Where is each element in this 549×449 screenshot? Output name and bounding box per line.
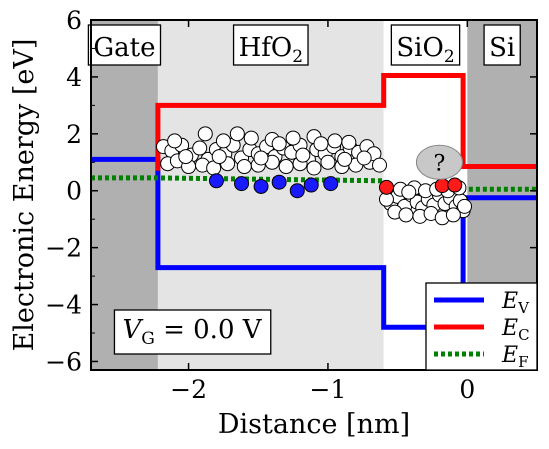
series-line-C bbox=[155, 73, 537, 171]
region-label-box-1 bbox=[232, 24, 309, 66]
trap-open-45 bbox=[215, 133, 231, 149]
trap-red-2 bbox=[447, 177, 463, 193]
y-tick-label-6: 6 bbox=[66, 6, 82, 35]
trap-red-1 bbox=[434, 178, 450, 194]
trap-open-56 bbox=[253, 150, 269, 166]
trap-blue-1 bbox=[234, 176, 250, 192]
trap-open-52 bbox=[178, 149, 194, 165]
trap-blue-2 bbox=[253, 178, 269, 194]
trap-open-87 bbox=[401, 184, 417, 200]
x-tick-label-0: −2 bbox=[170, 375, 207, 404]
trap-open-80 bbox=[445, 207, 461, 223]
unknown-trap-marker: ? bbox=[415, 144, 463, 180]
region-labels: Gate HfO2 SiO2 Si bbox=[87, 24, 521, 67]
trap-open-54 bbox=[313, 136, 329, 152]
vg-box-frame bbox=[113, 309, 272, 355]
trap-open-57 bbox=[295, 147, 311, 163]
trap-open-41 bbox=[197, 126, 213, 142]
trap-open-4 bbox=[192, 140, 208, 156]
trap-open-44 bbox=[327, 133, 343, 149]
trap-open-42 bbox=[243, 130, 259, 146]
question-ellipse bbox=[415, 144, 463, 180]
trap-blue-5 bbox=[323, 176, 339, 192]
axis-ticks: −6 −4 −2 0 2 4 6 −2 −1 0 bbox=[45, 6, 537, 404]
vg-label: VG = 0.0 V bbox=[122, 315, 262, 349]
x-tick-label-2: 0 bbox=[459, 375, 475, 404]
region-label-box-2 bbox=[390, 24, 461, 66]
trap-open-59 bbox=[356, 150, 372, 166]
trap-blue-0 bbox=[208, 173, 224, 189]
legend-label-V: EV bbox=[501, 289, 530, 317]
plot-frame bbox=[90, 19, 538, 371]
trap-blue-4 bbox=[303, 177, 319, 193]
trap-open-55 bbox=[211, 149, 227, 165]
region-label-box-3 bbox=[483, 24, 521, 66]
trap-open-49 bbox=[341, 134, 357, 150]
x-axis-label: Distance [nm] bbox=[218, 409, 410, 440]
question-mark: ? bbox=[434, 151, 446, 176]
trap-open-34 bbox=[278, 159, 294, 175]
trap-blue-3 bbox=[271, 174, 287, 190]
trap-open-37 bbox=[320, 154, 336, 170]
gate-voltage-annotation: VG = 0.0 V bbox=[113, 309, 272, 355]
trap-open-48 bbox=[167, 133, 183, 149]
trap-open-31 bbox=[236, 159, 252, 175]
y-tick-label-1: −4 bbox=[45, 291, 82, 320]
y-tick-label-2: −2 bbox=[45, 234, 82, 263]
defect-traps bbox=[155, 126, 473, 226]
y-tick-label-4: 2 bbox=[66, 120, 82, 149]
region-label-3: Si bbox=[489, 33, 515, 63]
trap-open-36 bbox=[306, 160, 322, 176]
trap-open-53 bbox=[271, 136, 287, 152]
region-label-0: Gate bbox=[93, 33, 155, 63]
y-tick-label-5: 4 bbox=[66, 63, 82, 92]
x-tick-label-1: −1 bbox=[310, 375, 347, 404]
trap-open-50 bbox=[229, 126, 245, 142]
y-tick-label-0: −6 bbox=[45, 347, 82, 376]
region-label-2: SiO2 bbox=[396, 33, 454, 67]
trap-open-43 bbox=[285, 130, 301, 146]
legend-label-F: EF bbox=[501, 343, 528, 371]
y-axis-label: Electronic Energy [eV] bbox=[9, 39, 40, 352]
trap-open-89 bbox=[457, 198, 473, 214]
trap-blue-6 bbox=[289, 183, 305, 199]
region-label-1: HfO2 bbox=[239, 33, 303, 67]
trap-open-58 bbox=[337, 151, 353, 167]
trap-open-60 bbox=[372, 157, 388, 173]
region-label-box-0 bbox=[87, 24, 162, 66]
y-tick-label-3: 0 bbox=[66, 177, 82, 206]
legend-label-C: EC bbox=[501, 316, 530, 344]
trap-red-0 bbox=[378, 179, 394, 195]
trap-open-76 bbox=[398, 207, 414, 223]
